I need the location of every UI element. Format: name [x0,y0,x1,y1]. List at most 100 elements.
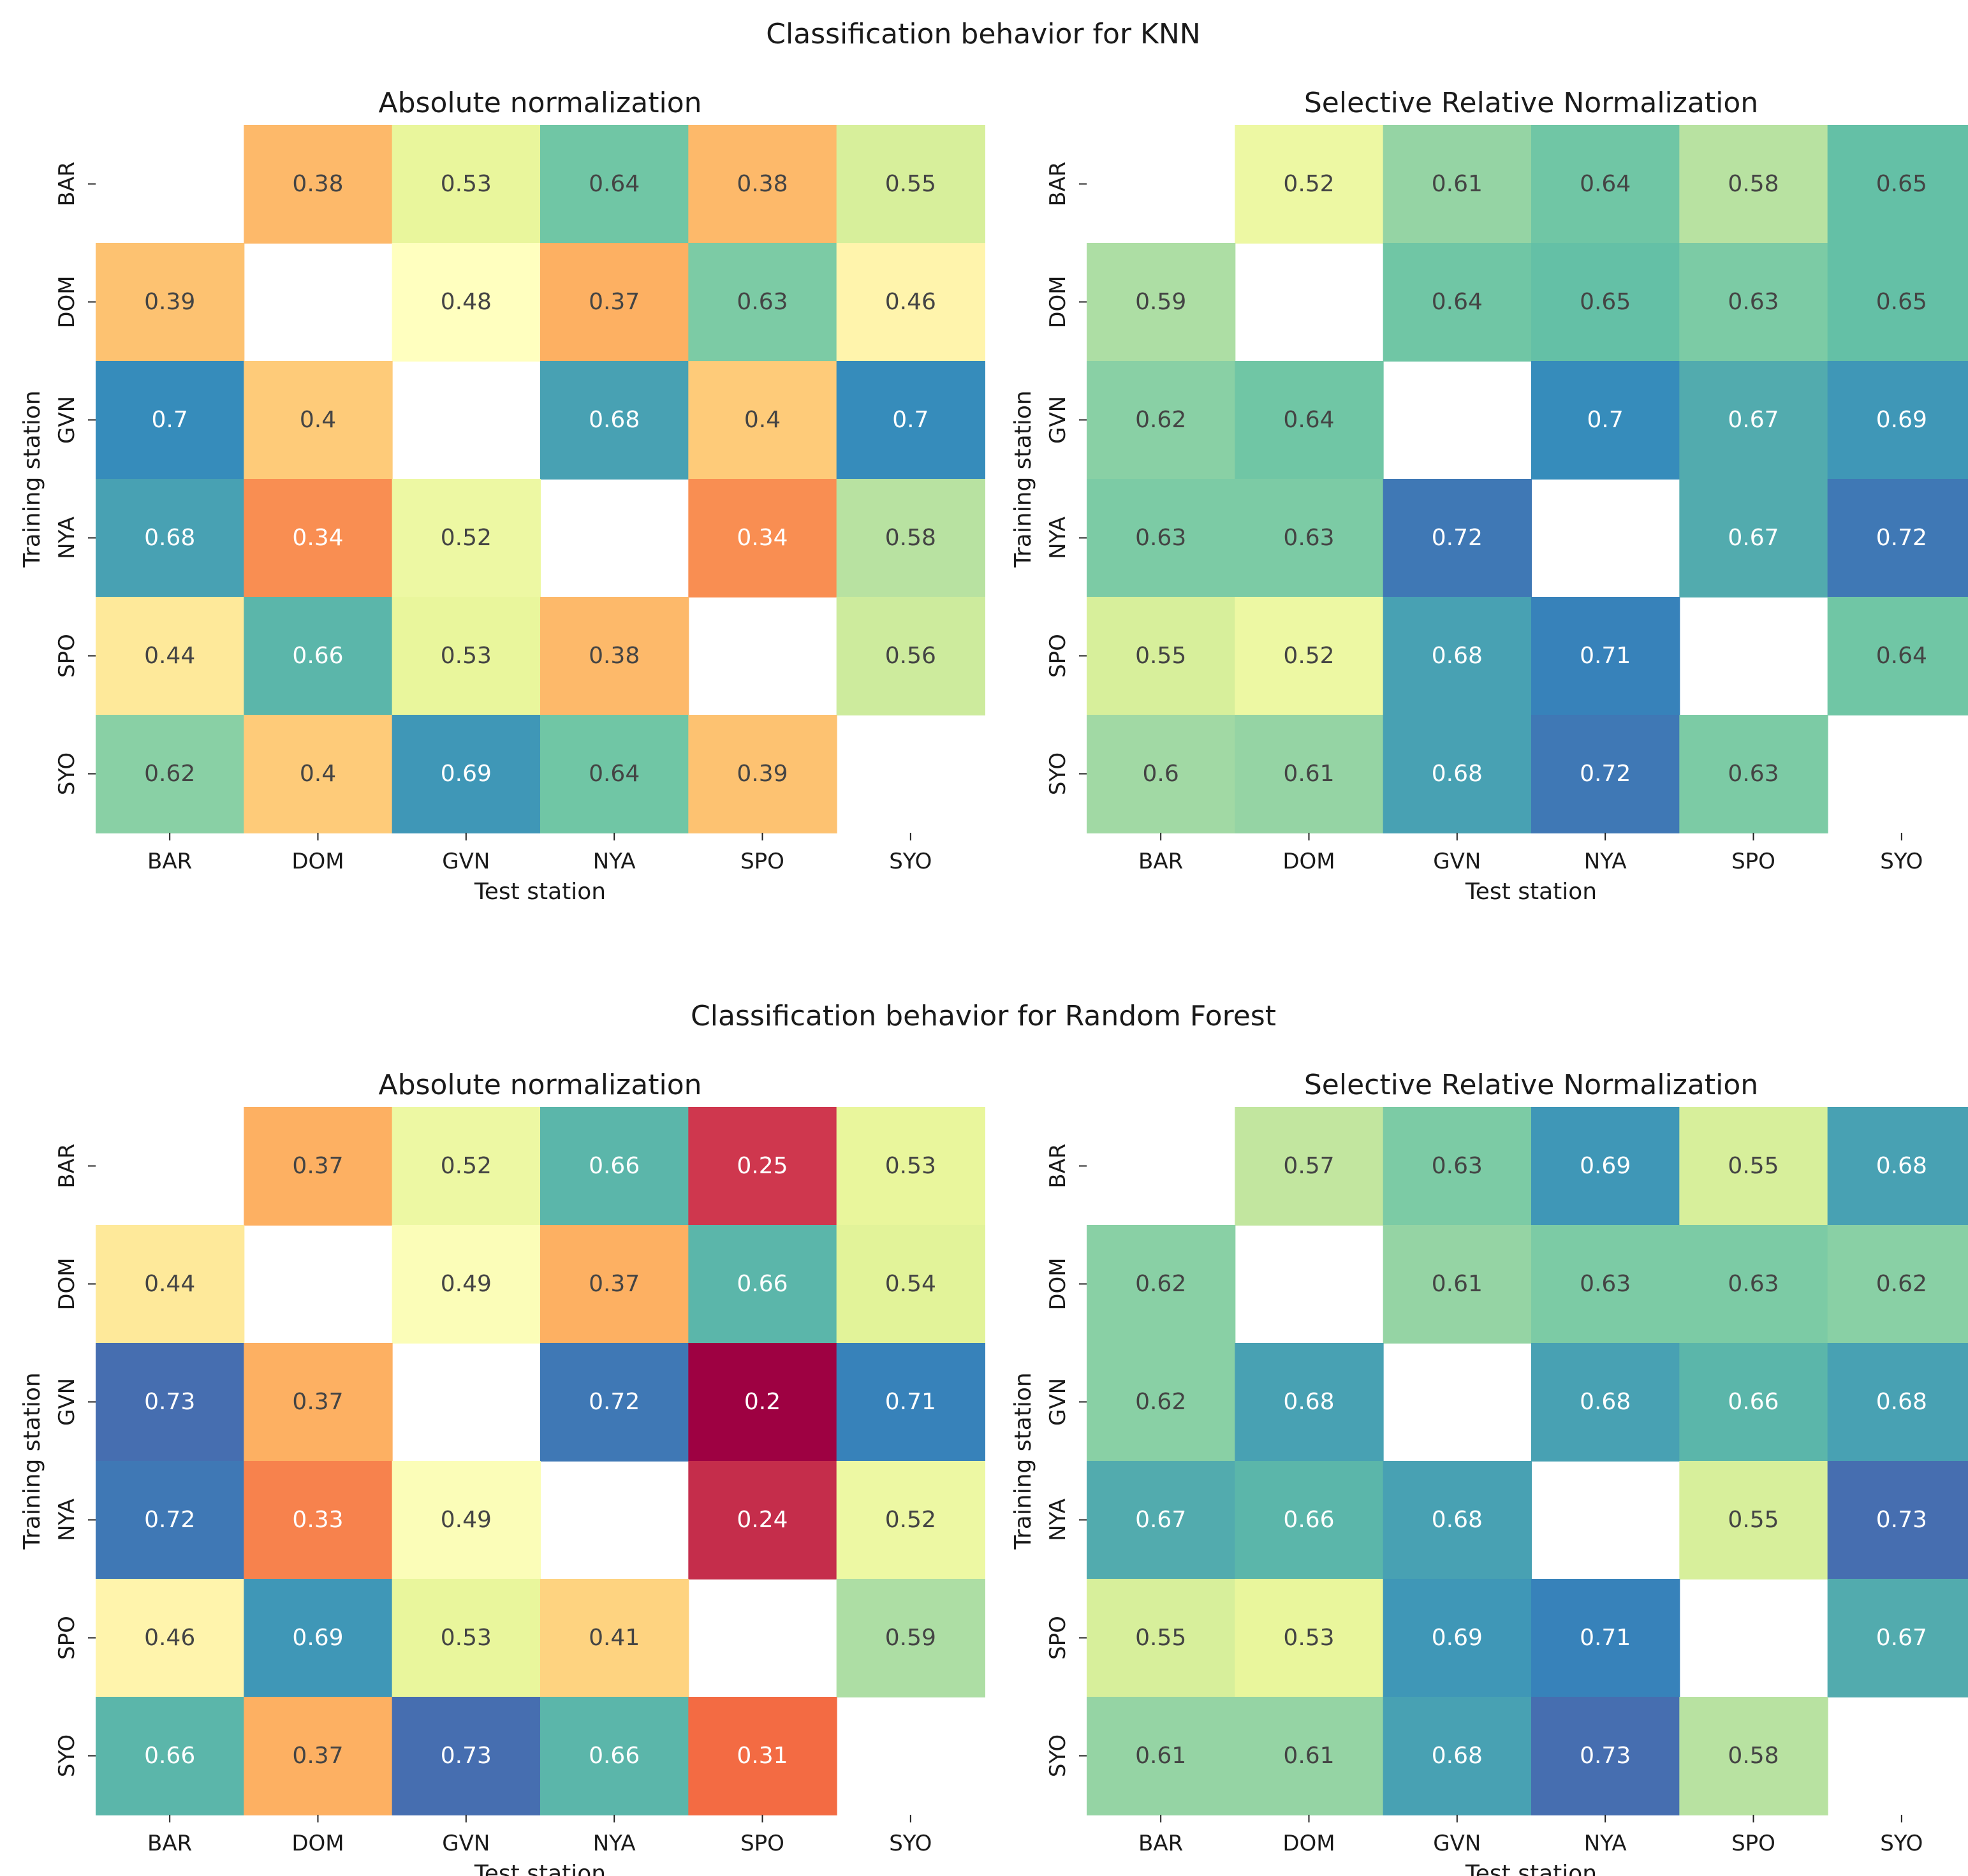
cell-label: 0.69 [1876,407,1927,433]
heatmap-cell [540,1579,689,1697]
heatmap-cell [540,243,689,362]
heatmap-cell [1087,479,1236,597]
cell-label: 0.68 [1432,761,1483,787]
heatmap-cell [1235,479,1384,597]
cell-label: 0.34 [292,525,343,551]
cell-label: 0.63 [1728,289,1779,315]
cell-label: 0.65 [1580,289,1631,315]
heatmap-cell [688,361,837,480]
cell-label: 0.68 [1432,643,1483,669]
heatmap-cell [1827,1225,1968,1344]
y-axis-label: Training station [1010,390,1036,568]
heatmap-cell [540,125,689,244]
cell-label: 0.37 [292,1743,343,1769]
y-tick-label: GVN [1045,396,1071,444]
x-axis-label: Test station [1465,1861,1597,1876]
cell-label: 0.68 [1876,1153,1927,1179]
cell-label: 0.58 [1728,171,1779,197]
heatmap-cell [1087,1343,1236,1462]
cell-label: 0.53 [441,643,492,669]
cell-label: 0.62 [1135,407,1186,433]
cell-label: 0.63 [1728,761,1779,787]
cell-label: 0.53 [885,1153,936,1179]
heatmap-cell [1827,243,1968,362]
x-tick-label: BAR [1138,849,1183,874]
heatmap-cell [1679,1697,1828,1815]
cell-label: 0.57 [1283,1153,1334,1179]
heatmap-cell [1235,1697,1384,1815]
heatmap-cell [1531,1697,1680,1815]
cell-label: 0.66 [1728,1389,1779,1415]
cell-label: 0.55 [1728,1507,1779,1533]
cell-label: 0.7 [892,407,929,433]
heatmap-cell [1235,715,1384,833]
heatmap-cell [540,361,689,480]
cell-label: 0.37 [292,1389,343,1415]
cell-label: 0.63 [1283,525,1334,551]
heatmap-cell [1383,1107,1532,1226]
cell-label: 0.68 [1432,1743,1483,1769]
x-tick-label: GVN [1433,1831,1481,1856]
heatmap-cell [96,715,245,833]
cell-label: 0.61 [1432,1271,1483,1297]
cell-label: 0.52 [441,525,492,551]
heatmap-cell [96,479,245,597]
cell-label: 0.69 [292,1625,343,1651]
heatmap-cell [1383,125,1532,244]
x-tick-label: NYA [593,849,636,874]
cell-label: 0.33 [292,1507,343,1533]
cell-label: 0.53 [441,171,492,197]
cell-label: 0.62 [1135,1271,1186,1297]
heatmap-cell [96,1579,245,1697]
heatmap-cell [244,479,393,597]
y-tick-label: DOM [1045,275,1071,328]
y-tick-label: SPO [1045,634,1071,678]
heatmap-cell [244,1579,393,1697]
heatmap-cell [1679,361,1828,480]
heatmap-cell [688,1343,837,1462]
x-tick-label: BAR [1138,1831,1183,1856]
heatmap-cell [1235,1579,1384,1697]
y-tick-label: NYA [54,517,80,559]
heatmap-cell [96,1343,245,1462]
x-tick-label: BAR [147,849,192,874]
x-axis-label: Test station [474,879,606,905]
y-tick-label: GVN [1045,1378,1071,1426]
x-tick-label: DOM [1282,1831,1335,1856]
cell-label: 0.63 [1135,525,1186,551]
cell-label: 0.71 [1580,1625,1631,1651]
cell-label: 0.52 [1283,171,1334,197]
cell-label: 0.66 [1283,1507,1334,1533]
cell-label: 0.52 [885,1507,936,1533]
heatmap-cell [540,1697,689,1815]
heatmap-cell [1087,1697,1236,1815]
heatmap-cell [244,1107,393,1226]
heatmap-cell [244,1697,393,1815]
x-tick-label: SYO [889,1831,932,1856]
heatmap-cell [1679,479,1828,597]
heatmap-cell [244,125,393,244]
cell-label: 0.63 [737,289,788,315]
y-tick-label: NYA [1045,1499,1071,1541]
heatmap-cell [1235,1343,1384,1462]
cell-label: 0.49 [441,1507,492,1533]
heatmap-cell [392,1697,541,1815]
heatmap-cell [836,125,985,244]
cell-label: 0.65 [1876,289,1927,315]
heatmap-cell [1383,1225,1532,1344]
cell-label: 0.72 [1432,525,1483,551]
heatmap-cell [244,1343,393,1462]
cell-label: 0.52 [1283,643,1334,669]
x-tick-label: SYO [1880,849,1923,874]
y-tick-label: SPO [1045,1616,1071,1660]
cell-label: 0.63 [1580,1271,1631,1297]
y-tick-label: SPO [54,634,80,678]
heatmap-cell [1827,479,1968,597]
heatmap-cell [96,1225,245,1344]
heatmap-cell [1827,1461,1968,1579]
y-tick-label: DOM [54,1257,80,1310]
heatmap-cell [1087,715,1236,833]
heatmap-cell [392,1107,541,1226]
cell-label: 0.39 [144,289,195,315]
cell-label: 0.44 [144,1271,195,1297]
